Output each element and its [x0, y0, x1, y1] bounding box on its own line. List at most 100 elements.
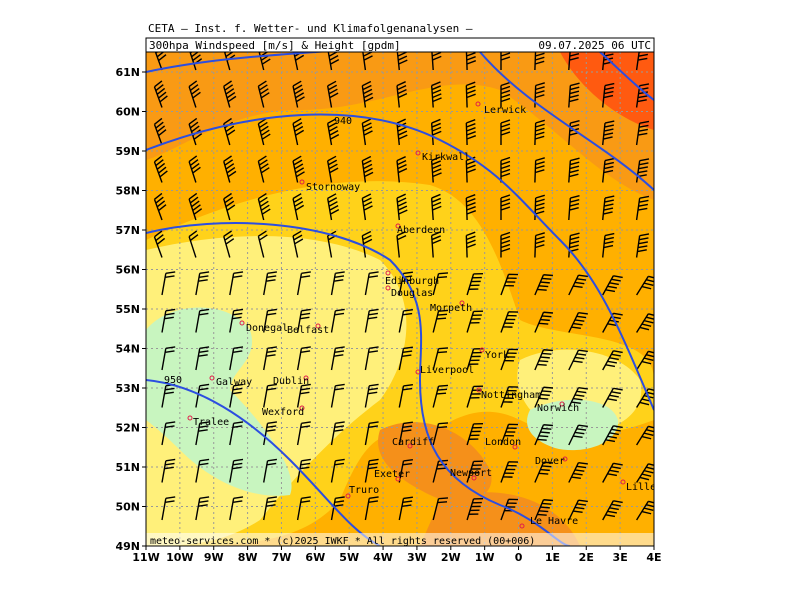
wind-barb: [153, 192, 167, 221]
wind-barb: [430, 81, 442, 108]
wind-barb: [636, 313, 654, 333]
wind-barb: [636, 350, 654, 371]
city-marker: [471, 475, 477, 481]
wind-barb: [195, 271, 210, 296]
wind-barb: [153, 52, 167, 71]
city-label: Newport: [450, 468, 492, 479]
city-label: Edinburgh: [385, 276, 439, 287]
city-label: Stornoway: [306, 182, 360, 193]
wind-barb: [229, 421, 244, 446]
wind-barb: [361, 155, 374, 183]
wind-barb: [500, 348, 519, 371]
institute-header: CETA – Inst. f. Wetter- und Klimafolgena…: [148, 22, 473, 35]
city-marker: [620, 479, 626, 485]
lon-label: 8W: [238, 551, 258, 564]
wind-barb: [263, 308, 278, 333]
wind-barb: [534, 386, 554, 408]
wind-barb: [602, 82, 615, 108]
lat-label: 55N: [115, 303, 140, 316]
wind-barb: [534, 194, 545, 221]
city-marker: [415, 369, 421, 375]
valid-time: 09.07.2025 06 UTC: [538, 39, 651, 52]
wind-barb: [432, 384, 449, 408]
contour-line: [479, 52, 654, 191]
city-marker: [239, 320, 245, 326]
city-marker: [479, 347, 485, 353]
wind-barb: [195, 308, 210, 333]
city-label: London: [485, 437, 521, 448]
wind-barb: [534, 82, 545, 108]
orange-zone-south: [378, 422, 492, 502]
city-label: Aberdeen: [397, 225, 445, 236]
wind-barb: [195, 496, 210, 521]
wind-barb: [398, 346, 413, 371]
wind-barb: [296, 458, 311, 483]
wind-barb: [602, 275, 623, 296]
wind-barb: [635, 233, 650, 258]
wind-barb: [465, 194, 477, 221]
wind-barb: [432, 309, 449, 333]
city-marker: [209, 375, 215, 381]
wind-barb: [223, 192, 236, 221]
wind-barb: [396, 81, 408, 108]
wind-barb: [364, 421, 379, 446]
wind-barb: [568, 312, 588, 333]
wind-barb: [432, 272, 449, 296]
wind-barb: [465, 81, 476, 108]
city-label: Dover: [535, 456, 565, 467]
city-label: Exeter: [374, 469, 410, 480]
wind-barb: [432, 422, 449, 446]
lon-label: 6W: [305, 551, 325, 564]
wind-barb: [430, 231, 442, 258]
contour-line: [146, 379, 381, 546]
wind-barb: [534, 232, 545, 258]
wind-barb: [398, 421, 413, 446]
city-marker: [395, 223, 401, 229]
wind-barb: [602, 462, 623, 483]
wind-barb: [257, 192, 271, 221]
height-contours: [146, 52, 654, 546]
wind-barb: [263, 458, 278, 483]
wind-barb: [500, 311, 519, 333]
wind-barb: [398, 271, 413, 296]
wind-barb: [568, 120, 580, 146]
field: Lerwick Kirkwall Stornoway Aberdeen Edinburg…: [146, 52, 654, 546]
wind-barb: [195, 458, 210, 483]
wind-barb: [430, 193, 442, 221]
city-marker: [303, 375, 309, 381]
wind-barb: [432, 497, 449, 521]
wind-barb: [326, 155, 339, 183]
city-label: Tralee: [193, 417, 229, 428]
lat-label: 57N: [115, 224, 140, 237]
lon-label: 1W: [475, 551, 495, 564]
wind-barb: [330, 458, 345, 483]
city-label: Truro: [349, 485, 379, 496]
wind-barb: [465, 119, 477, 146]
wind-barb: [361, 80, 374, 108]
lat-label: 53N: [115, 382, 140, 395]
city-marker: [519, 523, 525, 529]
wind-barb: [398, 308, 413, 333]
wind-barb: [229, 458, 244, 483]
lon-label: 0: [515, 551, 523, 564]
wind-barb: [602, 52, 615, 71]
wind-barb: [568, 195, 580, 221]
wind-barb: [296, 271, 311, 296]
wind-barb: [534, 274, 554, 296]
wind-barb: [195, 346, 210, 371]
wind-barb: [500, 498, 519, 521]
city-marker: [385, 285, 391, 291]
wind-barb: [229, 308, 244, 333]
wind-barb: [326, 52, 340, 71]
wind-barb: [223, 230, 235, 258]
cities: Lerwick Kirkwall Stornoway Aberdeen Edinburg…: [187, 101, 654, 529]
city-label: Norwich: [537, 403, 579, 414]
wind-barb: [330, 271, 345, 296]
wind-barb: [432, 347, 449, 371]
lon-label: 5W: [339, 551, 359, 564]
wind-barb: [296, 421, 311, 446]
wind-barb: [500, 273, 519, 296]
lat-label: 54N: [115, 343, 140, 356]
